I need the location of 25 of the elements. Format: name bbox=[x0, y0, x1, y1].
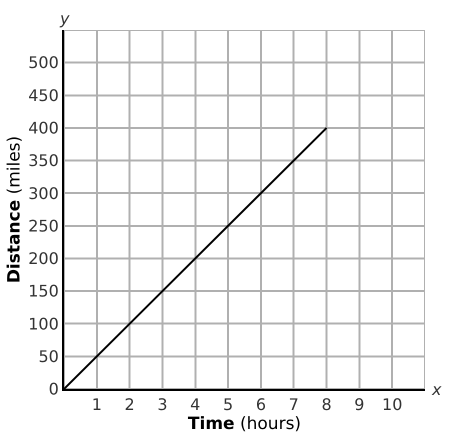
x-tick-label: 2 bbox=[124, 395, 135, 414]
text: x bbox=[431, 380, 442, 399]
x-tick-label: 5 bbox=[222, 395, 234, 414]
y-tick-label: 200 bbox=[28, 249, 59, 268]
y-tick-label: 0 bbox=[48, 380, 59, 399]
y-tick-label: 150 bbox=[28, 282, 59, 301]
y-tick-label: 100 bbox=[28, 314, 59, 334]
x-tick-label: 6 bbox=[256, 395, 266, 414]
x-tick-label: 3 bbox=[157, 395, 168, 414]
x-tick-label: 10 bbox=[382, 395, 402, 414]
y-axis-title: Distance (miles) bbox=[4, 136, 24, 284]
x-tick-label: 1 bbox=[92, 395, 102, 414]
x-tick-label: 9 bbox=[354, 395, 364, 414]
y-tick-label: 50 bbox=[38, 346, 59, 366]
text: y bbox=[59, 9, 70, 28]
y-tick-label: 300 bbox=[28, 184, 59, 203]
x-tick-label: 8 bbox=[321, 395, 332, 414]
x-tick-label: 4 bbox=[190, 395, 200, 414]
y-tick-label: 450 bbox=[28, 86, 59, 105]
y-tick-label: 250 bbox=[28, 216, 59, 236]
x-tick-label: 7 bbox=[288, 395, 299, 414]
y-tick-label: 350 bbox=[28, 151, 59, 170]
y-tick-label: 400 bbox=[28, 118, 59, 138]
x-axis-title: Time (hours) bbox=[188, 414, 302, 434]
y-tick-label: 500 bbox=[28, 53, 59, 72]
